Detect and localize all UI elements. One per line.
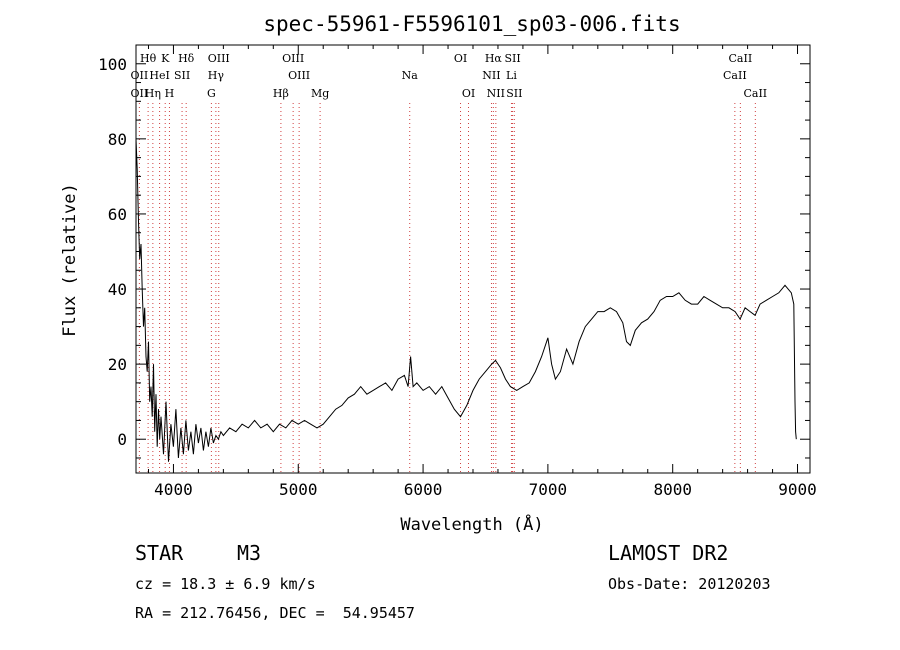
plot-frame [135, 44, 811, 474]
y-tick-label: 40 [108, 280, 127, 299]
line-marker-label: Hγ [208, 69, 225, 82]
line-marker-label: OI [454, 52, 467, 65]
line-marker-label: CaII [743, 87, 767, 100]
line-marker-label: NII [482, 69, 500, 82]
y-tick-label: 60 [108, 205, 127, 224]
line-marker-label: SII [506, 87, 522, 100]
line-marker-label: Na [402, 69, 419, 82]
line-marker-label: OIII [208, 52, 230, 65]
line-marker-label: HeI [149, 69, 169, 82]
line-marker-label: SII [174, 69, 190, 82]
x-tick-label: 5000 [279, 480, 318, 499]
x-tick-label: 7000 [529, 480, 568, 499]
survey-name: LAMOST DR2 [608, 541, 729, 565]
line-marker-label: Hβ [273, 87, 289, 100]
line-marker-label: Hα [485, 52, 503, 65]
line-marker-label: Hθ [140, 52, 157, 65]
x-tick-label: 4000 [154, 480, 193, 499]
line-marker-label: OIII [288, 69, 310, 82]
line-marker-label: Li [506, 69, 517, 82]
line-marker-label: OI [462, 87, 475, 100]
object-subclass: M3 [237, 541, 262, 565]
y-tick-label: 20 [108, 355, 127, 374]
y-axis-label: Flux (relative) [60, 183, 80, 337]
x-tick-label: 6000 [404, 480, 443, 499]
y-tick-label: 100 [98, 55, 127, 74]
line-marker-label: CaII [723, 69, 747, 82]
observation-date: Obs-Date: 20120203 [608, 575, 771, 593]
x-axis-label: Wavelength (Å) [400, 513, 543, 535]
line-marker-label: OII [131, 69, 149, 82]
line-marker-label: SII [504, 52, 520, 65]
line-marker-label: NII [487, 87, 505, 100]
chart-title: spec-55961-F5596101_sp03-006.fits [263, 12, 680, 36]
line-marker-label: OIII [282, 52, 304, 65]
y-tick-label: 0 [117, 430, 127, 449]
axes: 4000 5000 6000 7000 8000 9000 0 20 40 60 80 100 [98, 45, 817, 499]
line-marker-label: G [207, 87, 216, 100]
line-marker-label: OII [131, 87, 149, 100]
redshift-velocity: cz = 18.3 ± 6.9 km/s [135, 575, 316, 593]
x-tick-label: 9000 [778, 480, 817, 499]
line-marker-label: Hη [145, 87, 161, 100]
line-marker-label: K [161, 52, 170, 65]
y-tick-label: 80 [108, 130, 127, 149]
line-marker-label: CaII [729, 52, 753, 65]
object-class: STAR [135, 541, 184, 565]
spectrum-line [135, 138, 797, 462]
line-marker-label: H [165, 87, 175, 100]
line-marker-label: Mg [311, 87, 329, 100]
line-marker-label: Hδ [178, 52, 195, 65]
sky-coordinates: RA = 212.76456, DEC = 54.95457 [135, 604, 415, 622]
x-tick-label: 8000 [653, 480, 692, 499]
